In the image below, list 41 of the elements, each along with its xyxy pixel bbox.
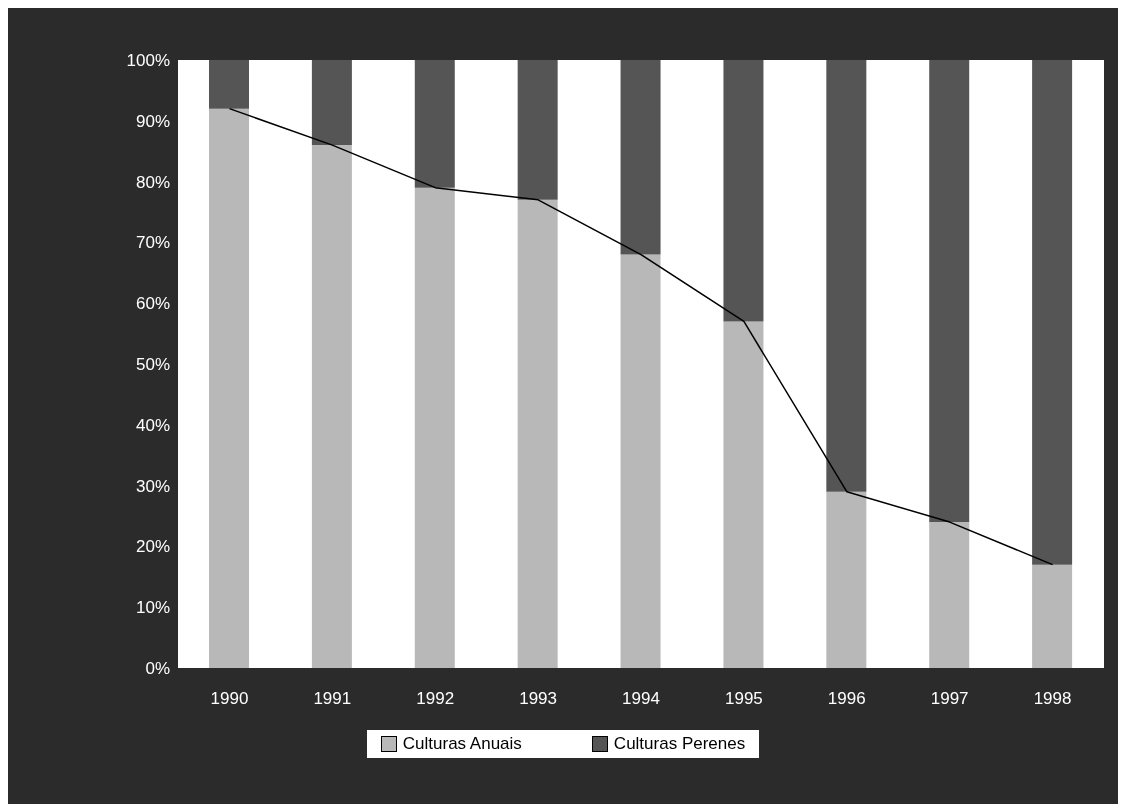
x-tick-label: 1991 bbox=[313, 689, 352, 709]
bar bbox=[517, 60, 558, 200]
y-tick-label: 70% bbox=[135, 233, 170, 253]
bar bbox=[209, 108, 249, 668]
bar bbox=[723, 60, 764, 322]
bar bbox=[620, 254, 661, 668]
x-tick-label: 1997 bbox=[930, 689, 969, 709]
y-tick-label: 80% bbox=[135, 172, 170, 192]
bar bbox=[826, 491, 867, 668]
y-tick-label: 20% bbox=[135, 537, 170, 557]
bar bbox=[929, 60, 970, 523]
y-tick-label: 60% bbox=[135, 294, 170, 314]
bar bbox=[414, 60, 455, 188]
line-series bbox=[228, 107, 1054, 566]
y-tick-label: 10% bbox=[135, 598, 170, 618]
y-tick-label: 0% bbox=[145, 659, 170, 679]
bar bbox=[414, 187, 455, 668]
x-tick-label: 1992 bbox=[416, 689, 455, 709]
legend-label: Culturas Anuais bbox=[402, 734, 522, 754]
bar bbox=[620, 60, 661, 255]
legend-label: Culturas Perenes bbox=[613, 734, 746, 754]
x-tick-label: 1993 bbox=[519, 689, 558, 709]
y-tick-label: 40% bbox=[135, 415, 170, 435]
x-tick-label: 1990 bbox=[210, 689, 249, 709]
x-tick-label: 1998 bbox=[1033, 689, 1072, 709]
bar bbox=[517, 199, 558, 668]
bar bbox=[1032, 60, 1073, 565]
bar bbox=[209, 60, 249, 109]
y-tick-label: 50% bbox=[135, 355, 170, 375]
bar bbox=[826, 60, 867, 492]
x-tick-label: 1994 bbox=[622, 689, 660, 709]
bar bbox=[311, 60, 352, 146]
bar bbox=[311, 145, 352, 668]
y-tick-label: 100% bbox=[126, 51, 170, 71]
x-tick-label: 1995 bbox=[724, 689, 763, 709]
y-tick-label: 90% bbox=[135, 111, 170, 131]
bar bbox=[929, 522, 970, 668]
x-tick-label: 1996 bbox=[827, 689, 866, 709]
bar bbox=[723, 321, 764, 668]
bar bbox=[1032, 564, 1073, 668]
y-tick-label: 30% bbox=[135, 476, 170, 496]
